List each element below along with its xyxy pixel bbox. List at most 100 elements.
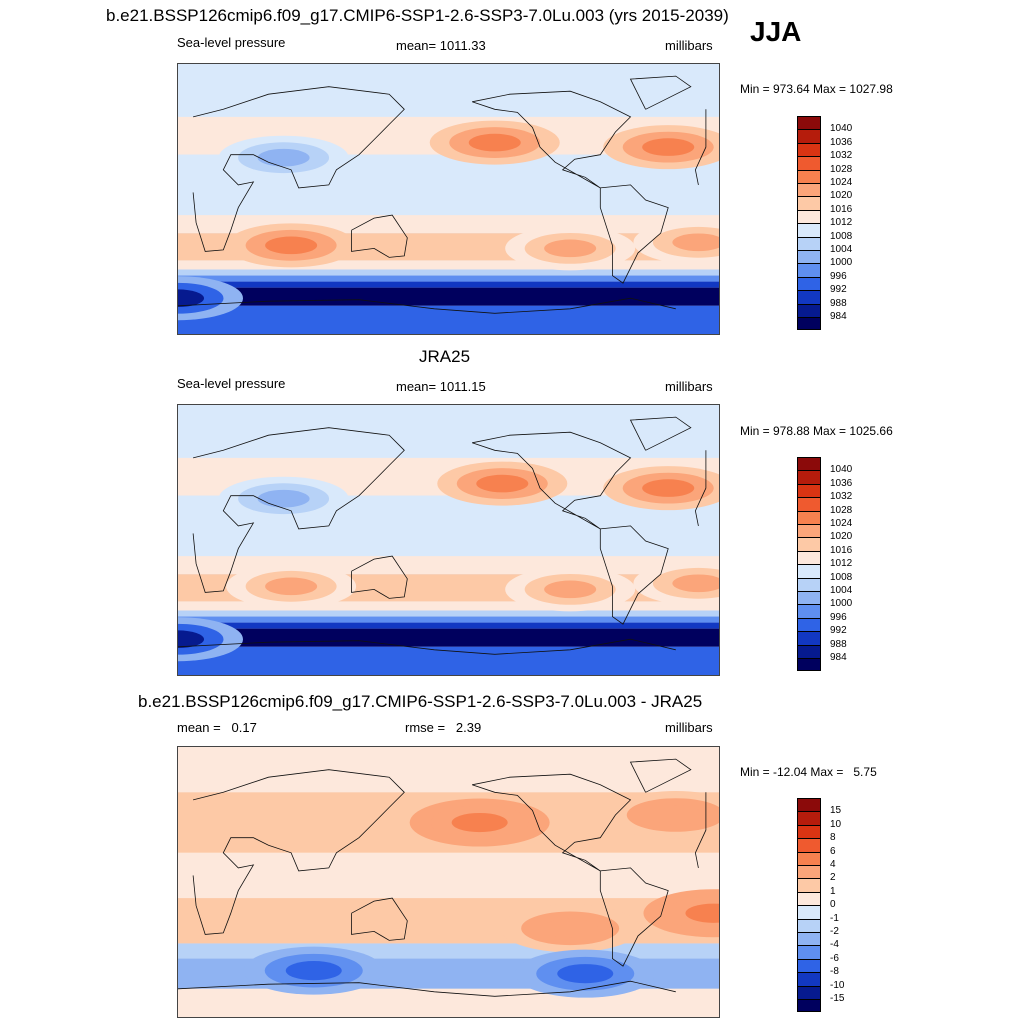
zonal-band <box>178 616 719 623</box>
colorbar-tick-label: 15 <box>830 805 842 817</box>
zonal-band <box>178 405 719 458</box>
zonal-band <box>178 898 719 944</box>
colorbar-swatch <box>797 550 821 565</box>
panel1-map <box>177 63 720 335</box>
colorbar-tick-label: 1004 <box>830 585 853 596</box>
coastline <box>629 416 692 451</box>
colorbar-tick-label: 1016 <box>830 203 853 215</box>
colorbar-frame <box>797 116 821 331</box>
colorbar-tick-label: 1024 <box>830 177 853 188</box>
colorbar-tick-label: 1012 <box>830 217 853 229</box>
colorbar-tick-label: 984 <box>830 311 847 322</box>
colorbar-swatch <box>797 290 821 304</box>
zonal-band <box>178 192 719 216</box>
field-contour <box>672 574 719 593</box>
panel1-variable-label: Sea-level pressure <box>177 35 286 50</box>
colorbar-swatch <box>797 470 821 484</box>
colorbar-tick-label: 996 <box>830 270 847 282</box>
field-contour <box>557 964 614 984</box>
colorbar-tick-label: 2 <box>830 872 836 884</box>
panel2-mean-label: mean= 1011.15 <box>396 379 486 394</box>
colorbar-tick-label: 4 <box>830 859 836 870</box>
colorbar-swatch <box>797 510 821 524</box>
colorbar-tick-label: 1012 <box>830 558 853 570</box>
colorbar-swatch <box>797 985 821 999</box>
colorbar-tick-label: -8 <box>830 966 839 978</box>
field-contour <box>544 239 597 258</box>
zonal-band <box>178 601 719 611</box>
colorbar-tick-label: 8 <box>830 832 836 844</box>
coastline <box>192 769 707 935</box>
coastline <box>351 555 408 599</box>
field-contour <box>542 918 599 938</box>
colorbar-swatch <box>797 891 821 906</box>
colorbar-tick-label: 10 <box>830 818 842 830</box>
zonal-band <box>178 646 719 675</box>
panel1-minmax: Min = 973.64 Max = 1027.98 <box>740 82 893 96</box>
colorbar-swatch <box>797 223 821 237</box>
colorbar-swatch <box>797 838 821 852</box>
colorbar-swatch <box>797 483 821 498</box>
field-contour <box>642 479 695 497</box>
panel3-mean-label: mean = 0.17 <box>177 720 257 735</box>
colorbar-tick-label: 984 <box>830 652 847 663</box>
colorbar-swatch <box>797 918 821 932</box>
colorbar-tick-label: 988 <box>830 638 847 650</box>
colorbar-swatch <box>797 196 821 210</box>
panel2-variable-label: Sea-level pressure <box>177 376 286 391</box>
colorbar-swatch <box>797 798 821 812</box>
colorbar-swatch <box>797 999 821 1013</box>
colorbar-tick-label: 1028 <box>830 504 853 516</box>
panel1-title: b.e21.BSSP126cmip6.f09_g17.CMIP6-SSP1-2.… <box>106 6 729 25</box>
field-contour <box>685 903 719 923</box>
colorbar-tick-label: 1040 <box>830 123 853 135</box>
zonal-band <box>178 852 719 899</box>
zonal-band <box>178 533 719 557</box>
coastline <box>178 980 676 997</box>
colorbar-swatch <box>797 142 821 157</box>
zonal-band <box>178 287 719 306</box>
colorbar-tick-label: 1032 <box>830 491 853 503</box>
colorbar-tick-label: 1024 <box>830 518 853 529</box>
coastline <box>629 75 692 110</box>
field-contour <box>265 236 318 255</box>
coastline <box>471 90 632 189</box>
colorbar-swatch <box>797 865 821 879</box>
field-contour <box>642 138 695 156</box>
field-contour <box>257 148 310 167</box>
zonal-band <box>178 64 719 117</box>
colorbar-swatch <box>797 617 821 632</box>
colorbar-swatch <box>797 156 821 170</box>
colorbar-swatch <box>797 591 821 605</box>
field-contour <box>451 812 508 833</box>
zonal-band <box>178 988 719 1017</box>
colorbar-swatch <box>797 945 821 959</box>
colorbar-swatch <box>797 577 821 591</box>
field-contour <box>544 580 597 599</box>
colorbar-tick-label: -6 <box>830 952 839 964</box>
colorbar-tick-label: -10 <box>830 979 845 991</box>
colorbar-tick-label: -15 <box>830 993 845 1004</box>
colorbar-swatch <box>797 878 821 892</box>
colorbar-swatch <box>797 564 821 578</box>
colorbar-tick-label: 1000 <box>830 257 853 269</box>
colorbar-tick-label: 6 <box>830 845 836 857</box>
zonal-band <box>178 281 719 288</box>
panel2-map <box>177 404 720 676</box>
panel1-mean-label: mean= 1011.33 <box>396 38 486 53</box>
zonal-band <box>178 610 719 617</box>
panel3-minmax: Min = -12.04 Max = 5.75 <box>740 765 877 779</box>
colorbar-swatch <box>797 209 821 224</box>
colorbar-frame <box>797 798 821 1013</box>
zonal-band <box>178 269 719 276</box>
coastline <box>599 525 669 625</box>
zonal-band <box>178 305 719 334</box>
colorbar-swatch <box>797 303 821 317</box>
colorbar-swatch <box>797 497 821 511</box>
panel3-map <box>177 746 720 1018</box>
coastline <box>471 773 632 872</box>
colorbar-tick-label: 996 <box>830 611 847 623</box>
coastline <box>178 297 676 314</box>
colorbar-tick-label: 1016 <box>830 544 853 556</box>
field-contour <box>265 577 318 596</box>
